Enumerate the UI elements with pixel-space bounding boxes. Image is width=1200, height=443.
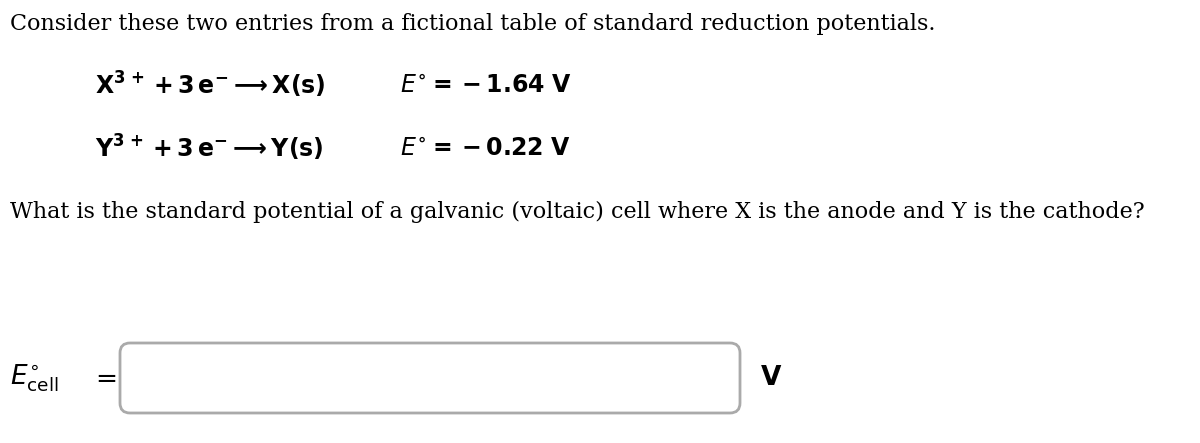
Text: $\mathbf{X^{3\,+} + 3\,e^{-} \longrightarrow X(s)}$: $\mathbf{X^{3\,+} + 3\,e^{-} \longrighta…: [95, 70, 325, 100]
Text: What is the standard potential of a galvanic (voltaic) cell where X is the anode: What is the standard potential of a galv…: [10, 201, 1145, 223]
Text: $\mathit{E}^{\circ}_{\mathrm{cell}}$: $\mathit{E}^{\circ}_{\mathrm{cell}}$: [10, 362, 59, 394]
Text: $\mathbf{V}$: $\mathbf{V}$: [760, 365, 782, 391]
Text: $=$: $=$: [90, 365, 116, 391]
Text: $\mathbf{\mathit{E}^{\circ} = -0.22\ V}$: $\mathbf{\mathit{E}^{\circ} = -0.22\ V}$: [400, 136, 571, 160]
Text: $\mathbf{Y^{3\,+} + 3\,e^{-} \longrightarrow Y(s)}$: $\mathbf{Y^{3\,+} + 3\,e^{-} \longrighta…: [95, 133, 324, 163]
FancyBboxPatch shape: [120, 343, 740, 413]
Text: $\mathbf{\mathit{E}^{\circ} = -1.64\ V}$: $\mathbf{\mathit{E}^{\circ} = -1.64\ V}$: [400, 73, 572, 97]
Text: Consider these two entries from a fictional table of standard reduction potentia: Consider these two entries from a fictio…: [10, 13, 936, 35]
